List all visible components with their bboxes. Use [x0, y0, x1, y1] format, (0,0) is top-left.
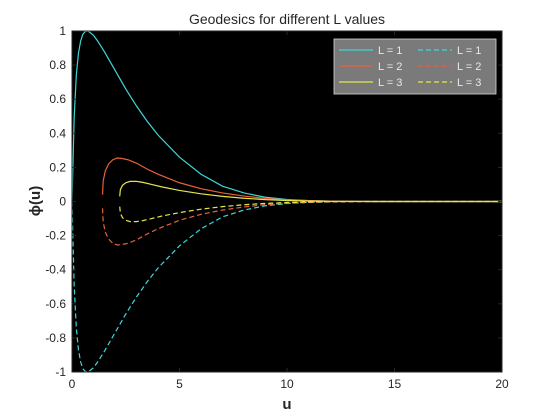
- y-tick-label: -0.2: [45, 229, 66, 243]
- legend-label: L = 1: [378, 45, 402, 57]
- x-tick-label: 15: [388, 377, 402, 391]
- y-tick-label: 0: [59, 195, 66, 209]
- y-tick-label: -0.6: [45, 297, 66, 311]
- ticks-layer: 0 5 10 15 20 1 0.8 0.6 0.4 0.2 0 -0.2 -0.4 -0.6 -0.8 -1: [45, 24, 509, 391]
- legend-label: L = 2: [457, 61, 481, 73]
- legend-label: L = 3: [457, 77, 481, 89]
- x-tick-label: 10: [280, 377, 294, 391]
- x-axis-label: u: [282, 396, 291, 413]
- x-tick-label: 20: [495, 377, 509, 391]
- legend-label: L = 1: [457, 45, 481, 57]
- series-line-1-dashed: [71, 200, 502, 373]
- legend: L = 1 L = 2 L = 3 L = 1 L = 2 L = 3: [333, 38, 497, 95]
- y-tick-label: -0.8: [45, 331, 66, 345]
- series-line-5-dashed: [119, 200, 502, 223]
- chart-title: Geodesics for different L values: [189, 11, 385, 27]
- y-tick-label: 0.6: [49, 92, 66, 106]
- y-axis-label: ϕ(u): [27, 186, 44, 216]
- series-layer: [71, 30, 502, 373]
- y-tick-label: 0.4: [49, 126, 66, 140]
- y-tick-label: 0.8: [49, 58, 66, 72]
- y-tick-label: 1: [59, 24, 66, 38]
- x-tick-label: 0: [69, 377, 76, 391]
- legend-label: L = 3: [378, 77, 402, 89]
- y-tick-label: -1: [55, 365, 66, 379]
- y-tick-label: 0.2: [49, 160, 66, 174]
- y-tick-label: -0.4: [45, 263, 66, 277]
- legend-label: L = 2: [378, 61, 402, 73]
- x-tick-label: 5: [176, 377, 183, 391]
